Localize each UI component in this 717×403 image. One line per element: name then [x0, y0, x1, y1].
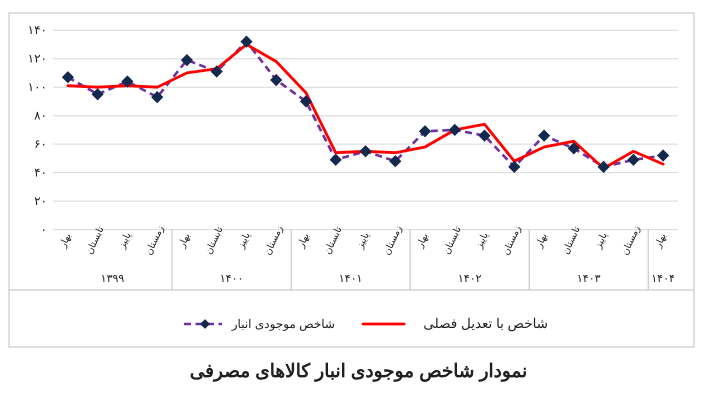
- svg-text:زمستان: زمستان: [501, 224, 524, 257]
- svg-text:۱۴۰۲: ۱۴۰۲: [458, 273, 482, 285]
- svg-text:شاخص موجودی انبار: شاخص موجودی انبار: [231, 317, 335, 331]
- svg-text:زمستان: زمستان: [262, 224, 285, 257]
- svg-text:بهار: بهار: [414, 232, 431, 251]
- svg-text:بهار: بهار: [57, 232, 74, 251]
- svg-text:۱۳۹۹: ۱۳۹۹: [101, 273, 125, 285]
- svg-text:۴۰: ۴۰: [34, 166, 47, 180]
- svg-text:پاییز: پاییز: [592, 231, 609, 252]
- svg-text:۱۲۰: ۱۲۰: [28, 52, 47, 66]
- svg-text:۱۰۰: ۱۰۰: [28, 80, 47, 94]
- svg-text:پاییز: پاییز: [235, 231, 252, 252]
- svg-text:بهار: بهار: [533, 232, 550, 251]
- svg-text:شاخص با تعدیل فصلی: شاخص با تعدیل فصلی: [423, 316, 548, 332]
- svg-text:زمستان: زمستان: [382, 224, 405, 257]
- svg-text:زمستان: زمستان: [620, 224, 643, 257]
- svg-text:پاییز: پاییز: [473, 231, 490, 252]
- svg-text:۱۴۰۱: ۱۴۰۱: [339, 273, 363, 285]
- svg-text:۱۴۰۳: ۱۴۰۳: [577, 273, 601, 285]
- svg-text:۶۰: ۶۰: [34, 137, 47, 151]
- svg-text:۱۴۰: ۱۴۰: [28, 23, 47, 37]
- svg-text:۸۰: ۸۰: [34, 109, 47, 123]
- svg-text:بهار: بهار: [295, 232, 312, 251]
- svg-text:زمستان: زمستان: [143, 224, 166, 257]
- svg-text:بهار: بهار: [176, 232, 193, 251]
- svg-text:۲۰: ۲۰: [34, 194, 47, 208]
- svg-text:بهار: بهار: [652, 232, 669, 251]
- svg-text:۰: ۰: [41, 223, 47, 237]
- svg-text:۱۴۰۰: ۱۴۰۰: [220, 273, 244, 285]
- svg-text:پاییز: پاییز: [116, 231, 133, 252]
- svg-text:۱۴۰۴: ۱۴۰۴: [651, 273, 675, 285]
- svg-text:پاییز: پاییز: [354, 231, 371, 252]
